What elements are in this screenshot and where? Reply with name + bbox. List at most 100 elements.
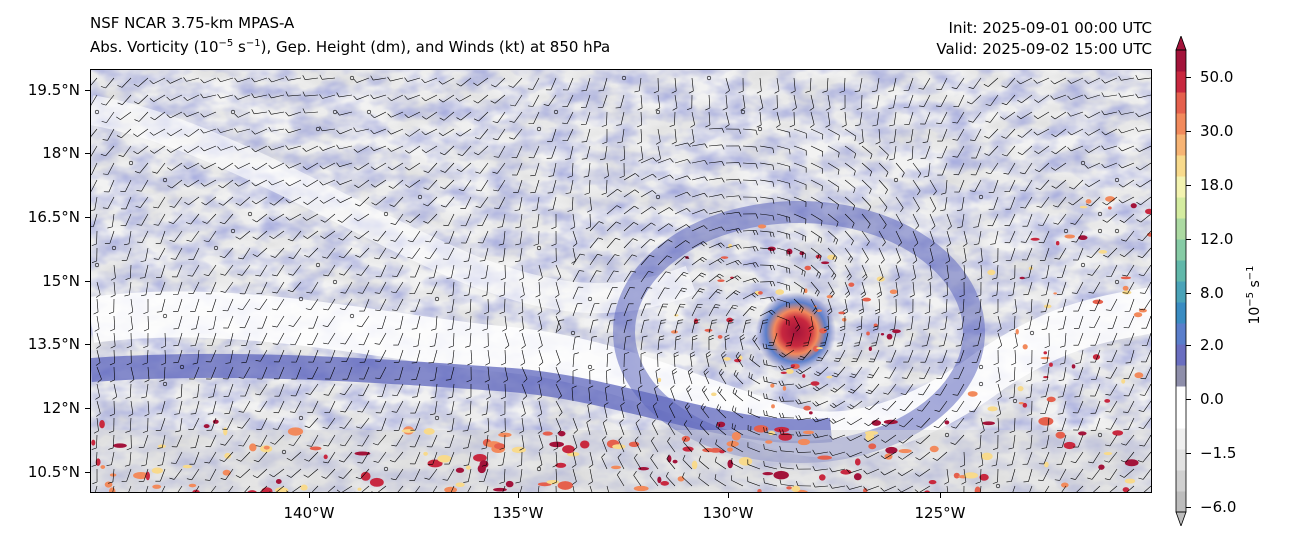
colorbar-swatch	[1176, 197, 1186, 219]
wind-barb	[492, 111, 506, 123]
wind-barb	[412, 383, 421, 398]
wind-barb	[547, 179, 557, 194]
wind-barb	[952, 145, 965, 158]
wind-barb	[978, 194, 984, 200]
wind-barb	[825, 94, 831, 111]
wind-barb	[421, 145, 438, 153]
wind-barb	[390, 281, 404, 294]
wind-barb	[236, 451, 251, 462]
wind-barb	[793, 247, 806, 259]
wind-barb	[394, 366, 404, 381]
wind-barb	[167, 162, 183, 171]
wind-barb	[864, 417, 880, 426]
wind-barb	[200, 128, 217, 134]
wind-barb	[691, 209, 708, 215]
wind-barb	[700, 403, 710, 419]
wind-barb	[463, 247, 472, 262]
wind-barb	[409, 468, 421, 482]
wind-barb	[342, 366, 353, 380]
wind-barb	[440, 162, 455, 173]
wind-barb	[1124, 332, 1135, 346]
wind-barb	[844, 145, 856, 159]
wind-barb	[373, 247, 387, 260]
wind-barb	[102, 196, 115, 209]
wind-barb	[1004, 179, 1016, 193]
wind-barb	[210, 485, 217, 492]
convective-cell	[819, 328, 827, 334]
wind-barb	[404, 111, 421, 119]
wind-barb	[481, 434, 489, 450]
wind-barb	[372, 434, 387, 446]
unit-exp1: −5	[1245, 291, 1257, 307]
wind-barb	[291, 349, 302, 363]
wind-barb	[110, 281, 116, 298]
wind-barb	[809, 111, 815, 128]
wind-barb	[572, 303, 583, 317]
wind-barb	[758, 94, 764, 111]
wind-barb	[101, 94, 115, 106]
wind-barb	[518, 298, 524, 315]
wind-barb	[1012, 485, 1016, 492]
wind-barb	[338, 468, 353, 479]
wind-barb	[617, 453, 625, 470]
wind-barb	[1107, 315, 1118, 329]
wind-barb	[220, 281, 234, 293]
wind-barb	[538, 332, 543, 349]
wind-barb	[1118, 110, 1135, 115]
wind-barb	[992, 468, 999, 484]
wind-barb	[1020, 196, 1033, 209]
convective-cell	[1071, 364, 1076, 369]
wind-barb	[166, 145, 183, 153]
wind-barb	[494, 196, 506, 209]
convective-cell	[802, 430, 815, 435]
wind-barb	[878, 247, 885, 264]
wind-barb	[290, 383, 302, 397]
wind-barb	[796, 480, 812, 487]
wind-barb	[640, 303, 651, 317]
wind-barb	[463, 264, 472, 279]
convective-cell	[892, 329, 901, 334]
positive-vorticity-field	[91, 70, 1151, 492]
wind-barb	[1051, 162, 1067, 171]
map-panel	[90, 69, 1152, 493]
wind-barb	[962, 230, 968, 247]
wind-barb	[640, 157, 657, 164]
wind-barb	[429, 400, 438, 416]
wind-barb	[1076, 485, 1084, 492]
wind-barb	[725, 162, 742, 168]
wind-barb	[956, 196, 965, 212]
wind-barb	[444, 230, 455, 244]
wind-barb	[621, 75, 627, 81]
wind-barb	[391, 298, 404, 311]
convective-cell	[734, 358, 742, 363]
wind-barb	[759, 296, 776, 302]
wind-barb	[537, 298, 543, 315]
wind-barb	[1118, 128, 1135, 134]
wind-barb	[851, 349, 863, 363]
wind-barb	[872, 111, 880, 127]
wind-barb	[555, 319, 565, 334]
wind-barb	[606, 368, 612, 385]
colorbar-swatch	[1176, 50, 1186, 72]
wind-barb	[589, 253, 603, 266]
wind-barb	[269, 196, 285, 206]
wind-barb	[133, 94, 149, 105]
wind-barb	[1003, 162, 1016, 175]
wind-barb	[897, 468, 914, 476]
wind-barb	[1008, 281, 1016, 297]
wind-barb	[340, 400, 353, 413]
wind-barb	[108, 417, 115, 433]
wind-barb	[776, 128, 791, 138]
colorbar-swatch	[1176, 470, 1186, 492]
wind-barb	[447, 315, 455, 331]
wind-barb	[725, 195, 742, 201]
wind-barb	[140, 247, 149, 262]
wind-barb	[444, 434, 455, 448]
wind-barb	[492, 128, 506, 141]
wind-barb	[332, 279, 338, 285]
wind-barb	[926, 281, 932, 298]
wind-barb	[484, 417, 490, 434]
wind-barb	[387, 128, 404, 135]
wind-barb	[980, 485, 982, 492]
wind-barb	[240, 383, 251, 397]
